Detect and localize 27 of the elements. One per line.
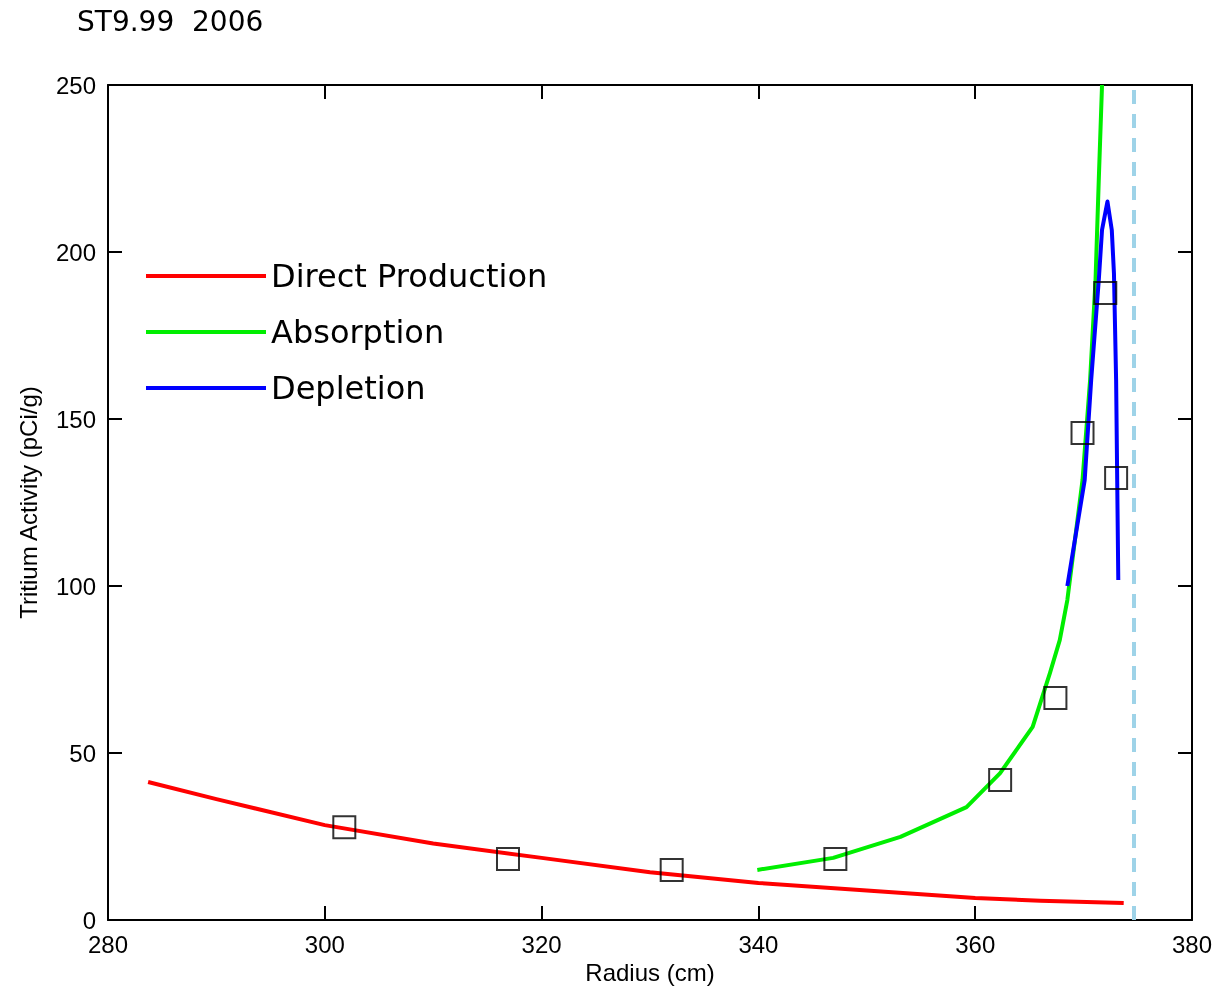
chart-title: ST9.99 2006 [77,4,264,38]
y-tick-label: 250 [55,71,96,99]
x-tick-label: 300 [304,930,345,958]
y-tick-label: 100 [55,572,96,600]
point [1104,466,1129,491]
x-tick-label: 380 [1171,930,1213,958]
legend-label: Direct Production [271,257,548,295]
legend-label: Absorption [271,313,445,351]
y-tick-label: 150 [55,405,96,433]
point [1043,685,1068,710]
point [332,815,357,840]
y-axis-title: Tritium Activity (pCi/g) [14,386,42,619]
line-series [1065,199,1121,588]
point [988,768,1013,793]
point [496,846,520,871]
y-tick-label: 200 [55,238,96,266]
line-series [146,780,1126,905]
legend-label: Depletion [271,369,426,407]
x-axis-title: Radius (cm) [585,959,715,987]
x-tick-label: 360 [955,930,996,958]
point [1070,421,1095,446]
point [823,846,848,871]
point [1093,281,1118,306]
x-tick-label: 320 [521,930,562,958]
x-tick-label: 340 [738,930,779,958]
point [659,857,684,882]
y-tick-label: 50 [69,739,96,767]
